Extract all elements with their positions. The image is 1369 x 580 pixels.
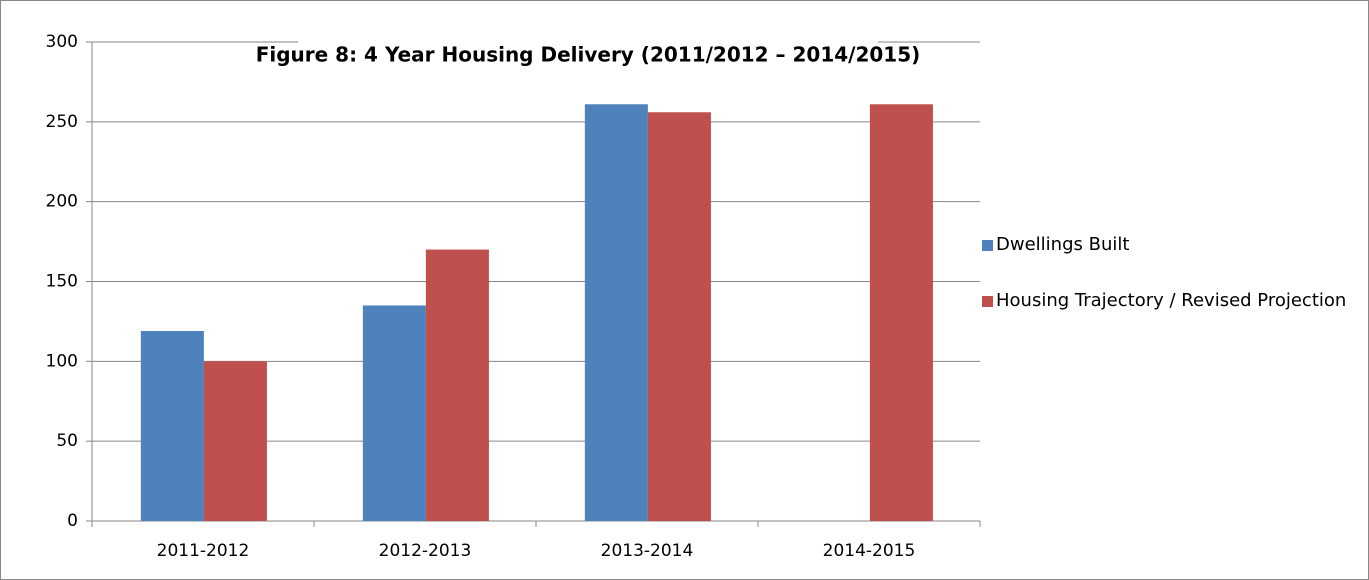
title-background <box>298 34 878 78</box>
legend: Dwellings Built Housing Trajectory / Revi… <box>982 232 1362 344</box>
legend-swatch <box>982 296 993 307</box>
x-tick-label: 2013-2014 <box>601 541 694 561</box>
legend-item: Housing Trajectory / Revised Projection <box>982 288 1362 314</box>
bar <box>869 104 933 522</box>
x-tick-label: 2014-2015 <box>823 541 916 561</box>
y-tick-label: 250 <box>46 112 78 132</box>
bar <box>584 104 648 522</box>
y-tick-label: 300 <box>46 32 78 52</box>
bar <box>362 305 426 521</box>
bar <box>647 112 711 522</box>
chart-title: Figure 8: 4 Year Housing Delivery (2011/… <box>256 43 921 67</box>
x-tick-label: 2012-2013 <box>379 541 472 561</box>
legend-swatch <box>982 240 993 251</box>
legend-label: Housing Trajectory / Revised Projection <box>996 290 1347 311</box>
y-tick-label: 200 <box>46 192 78 212</box>
y-tick-label: 150 <box>46 272 78 292</box>
bar <box>425 249 489 522</box>
bar <box>140 330 204 521</box>
y-tick-label: 50 <box>56 431 78 451</box>
legend-label: Dwellings Built <box>996 234 1130 255</box>
y-tick-label: 100 <box>46 351 78 371</box>
x-tick-label: 2011-2012 <box>157 541 250 561</box>
legend-item: Dwellings Built <box>982 232 1362 258</box>
y-tick-label: 0 <box>67 511 78 531</box>
bar <box>203 361 267 521</box>
